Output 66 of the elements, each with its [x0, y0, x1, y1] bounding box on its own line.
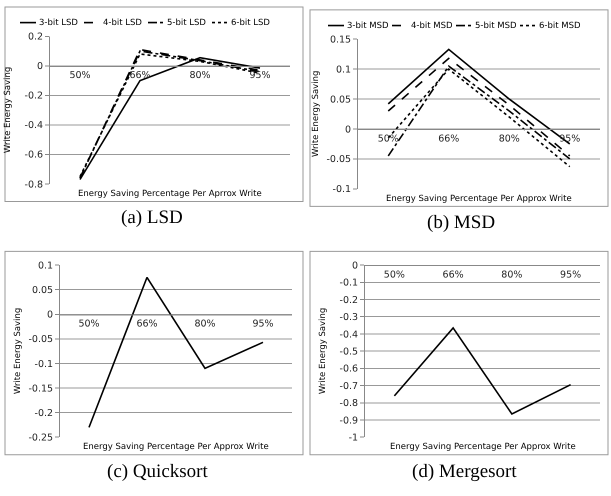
x-tick-label: 66% [438, 133, 460, 144]
y-tick-label: -0.1 [340, 278, 358, 289]
x-tick-label: 80% [189, 70, 211, 82]
x-tick-label: 50% [69, 70, 91, 82]
y-tick-label: -0.6 [24, 150, 44, 161]
y-tick-label: -0.6 [340, 364, 358, 375]
text: (b) MSD [427, 212, 496, 233]
y-tick-label: 0 [345, 124, 352, 136]
x-tick-label: 66% [442, 270, 464, 280]
x-axis-title: Energy Saving Percentage Per Approx Write [390, 442, 576, 452]
y-tick-label: 0.1 [38, 260, 54, 272]
y-axis-title: Write Energy Saving [310, 70, 321, 158]
y-tick-label: -0.2 [34, 408, 54, 419]
text: (d) Mergesort [412, 461, 518, 482]
y-axis-title: Write Energy Saving [12, 308, 23, 394]
x-tick-label: 80% [194, 318, 216, 330]
y-tick-label: -0.1 [34, 358, 54, 370]
x-axis-title: Energy Saving Percentage Per Approx Write [83, 442, 269, 452]
y-tick-label: 0.1 [336, 64, 352, 76]
y-tick-label: -0.05 [326, 154, 352, 166]
x-tick-label: 66% [129, 70, 151, 82]
x-tick-label: 95% [249, 70, 271, 82]
legend-label: 4-bit LSD [103, 18, 142, 28]
x-tick-label: 95% [252, 318, 274, 330]
y-tick-label: -0.5 [340, 346, 358, 358]
y-tick-label: -0.7 [340, 380, 358, 392]
y-tick-label: 0.15 [330, 34, 352, 46]
x-tick-label: 66% [136, 318, 158, 330]
legend-label: 5-bit LSD [167, 18, 206, 28]
y-tick-label: -0.3 [340, 312, 358, 324]
y-tick-label: -0.15 [28, 383, 54, 394]
y-tick-label: -0.25 [28, 432, 54, 444]
y-tick-label: -0.1 [332, 184, 352, 196]
y-tick-label: -0.8 [24, 179, 44, 190]
x-axis-title: Energy Saving Percentage Per Aprrox Write [78, 189, 262, 199]
text: (a) LSD [121, 207, 183, 228]
y-tick-label: 0.2 [28, 32, 44, 43]
y-tick-label: -0.05 [28, 334, 54, 346]
y-tick-label: 0 [47, 310, 54, 321]
legend-label: 4-bit MSD [411, 21, 453, 31]
x-tick-label: 50% [78, 318, 100, 330]
y-tick-label: 0 [352, 260, 358, 272]
y-tick-label: -0.4 [24, 120, 44, 132]
y-tick-label: 0.05 [32, 285, 54, 296]
x-tick-label: 50% [378, 133, 399, 144]
text: (c) Quicksort [107, 461, 208, 482]
x-tick-label: 50% [384, 270, 405, 280]
legend-label: 3-bit MSD [347, 21, 389, 31]
y-tick-label: -0.2 [340, 294, 358, 306]
y-tick-label: 0.05 [330, 94, 352, 106]
legend-label: 3-bit LSD [39, 18, 78, 28]
y-tick-label: -0.2 [24, 90, 44, 102]
y-tick-label: -0.8 [340, 398, 358, 410]
y-tick-label: -0.4 [340, 329, 358, 340]
y-axis-title: Write Energy Saving [318, 308, 328, 394]
legend-label: 6-bit LSD [231, 18, 270, 28]
x-tick-label: 80% [501, 270, 522, 280]
y-axis-title: Write Energy Saving [2, 66, 13, 154]
x-axis-title: Energy Saving Percentage Per Approx Write [386, 194, 572, 204]
legend-label: 5-bit MSD [475, 21, 517, 31]
legend-label: 6-bit MSD [539, 21, 581, 31]
y-tick-label: 0 [37, 61, 44, 72]
x-tick-label: 95% [560, 270, 582, 280]
x-tick-label: 80% [498, 133, 520, 144]
y-tick-label: -1 [348, 432, 358, 444]
y-tick-label: -0.9 [340, 415, 358, 426]
